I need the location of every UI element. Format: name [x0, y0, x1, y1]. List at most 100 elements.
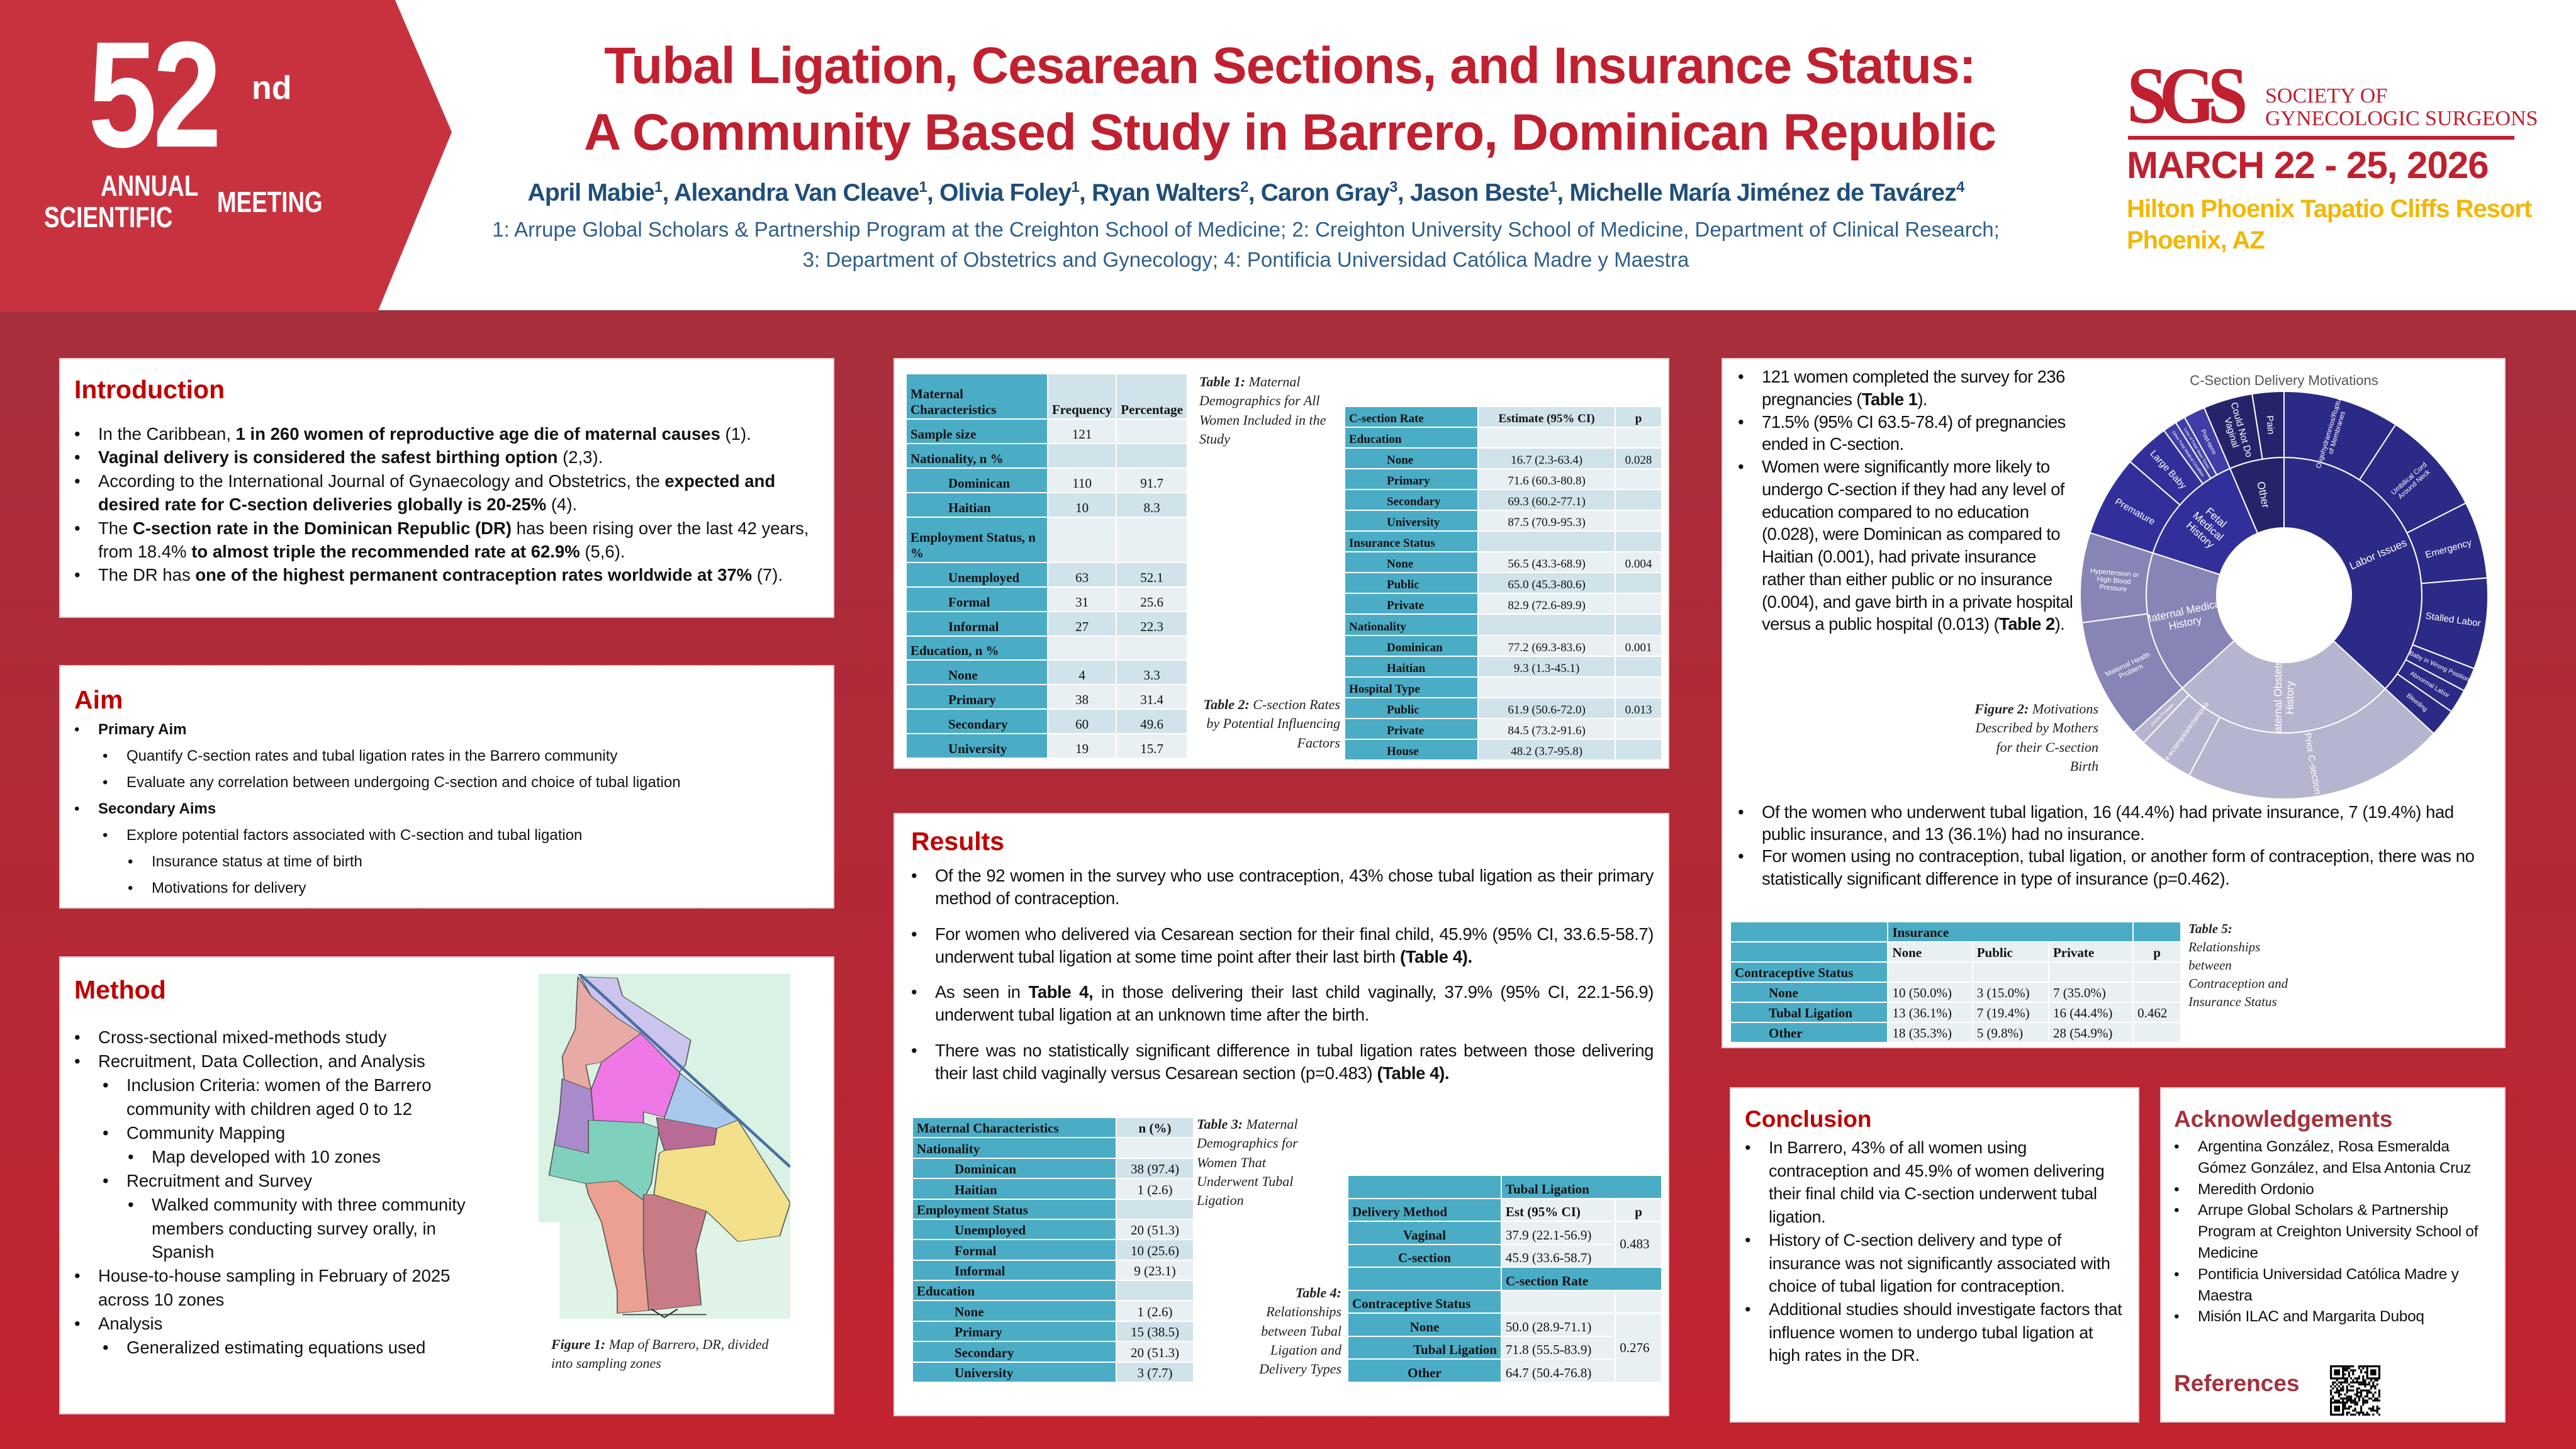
list-item-text: ).: [1917, 389, 1927, 409]
qr-module: [2368, 1383, 2370, 1385]
qr-module: [2362, 1413, 2365, 1416]
table-row: None 16.7 (2.3-63.4) 0.028: [1343, 447, 1663, 470]
table-cell: 15.7: [1116, 732, 1188, 759]
qr-module: [2342, 1385, 2344, 1388]
list-item-text: (4).: [546, 495, 578, 515]
table-header-cell: Frequency: [1046, 372, 1117, 420]
table-row: Nationality: [912, 1137, 1195, 1159]
list-item-text: Misión ILAC and Margarita Duboq: [2198, 1308, 2424, 1326]
list-item: Quantify C-section rates and tubal ligat…: [103, 743, 823, 769]
qr-finder: [2334, 1369, 2340, 1375]
qr-finder: [2370, 1369, 2377, 1375]
table-row: Informal 27 22.3: [905, 610, 1188, 637]
qr-module: [2358, 1399, 2360, 1402]
qr-module: [2332, 1396, 2334, 1398]
table-cell: 84.5 (73.2-91.6): [1477, 717, 1616, 740]
table-header-cell: [2132, 921, 2181, 943]
emphasis-text: Vaginal delivery is considered the safes…: [98, 447, 558, 467]
table-row-label: Nationality, n %: [905, 443, 1048, 469]
qr-module: [2376, 1407, 2378, 1410]
table-row-header: Contraceptive Status: [1347, 1289, 1502, 1314]
qr-module: [2342, 1389, 2344, 1392]
table-header-cell: None: [1887, 941, 1973, 963]
table4-caption-text: Relationships between Tubal Ligation and…: [1259, 1304, 1341, 1377]
table-cell: [1115, 1137, 1195, 1159]
table-cell: 45.9 (33.6-58.7): [1500, 1243, 1616, 1268]
table-cell: 0.276: [1615, 1312, 1662, 1383]
badge-scientific: SCIENTIFIC: [44, 201, 173, 233]
table-row-label: None: [1729, 982, 1889, 1003]
table-row-label: Public: [1343, 572, 1479, 595]
qr-module: [2362, 1389, 2365, 1392]
table-row-header: Delivery Method: [1347, 1197, 1502, 1222]
qr-module: [2358, 1397, 2360, 1400]
table-header-cell: C-section Rate: [1500, 1267, 1663, 1291]
table-cell: [1477, 613, 1616, 636]
table-row: Haitian 1 (2.6): [912, 1178, 1195, 1200]
table-cell: 3.3: [1116, 659, 1188, 686]
qr-module: [2348, 1397, 2350, 1400]
qr-module: [2362, 1377, 2365, 1380]
table-row: Public 65.0 (45.3-80.6): [1343, 572, 1663, 595]
table-cell: [2047, 961, 2134, 983]
qr-module: [2352, 1369, 2355, 1372]
table-row-label: Nationality: [912, 1137, 1117, 1159]
figure2-caption-text: Motivations Described by Mothers for the…: [1975, 701, 2098, 775]
map-zone: [642, 1194, 707, 1311]
table-cell: [1116, 418, 1188, 445]
qr-module: [2364, 1401, 2366, 1404]
qr-module: [2356, 1396, 2358, 1398]
qr-module: [2352, 1373, 2355, 1375]
list-item-text: Of the women who underwent tubal ligatio…: [1762, 802, 2454, 844]
qr-module: [2356, 1377, 2358, 1380]
qr-module: [2332, 1381, 2334, 1384]
emphasis-text: Secondary Aims: [98, 800, 216, 817]
list-item: Additional studies should investigate fa…: [1745, 1298, 2129, 1367]
table1-maternal-demographics: Maternal Characteristics Frequency Percent…: [905, 372, 1188, 759]
references-heading[interactable]: References: [2174, 1370, 2300, 1396]
table-cell: 38: [1046, 684, 1117, 710]
qr-module: [2376, 1397, 2378, 1400]
table-cell: 22.3: [1116, 610, 1188, 637]
qr-module: [2356, 1411, 2358, 1414]
list-item: In the Caribbean, 1 in 260 women of repr…: [74, 422, 823, 446]
table-row-label: Private: [1343, 717, 1479, 740]
qr-module: [2344, 1393, 2346, 1396]
qr-module: [2344, 1373, 2346, 1375]
qr-module: [2346, 1401, 2348, 1404]
table-header-cell: Maternal Characteristics: [905, 372, 1048, 420]
table-row: Primary 38 31.4: [905, 684, 1188, 710]
poster-title-line2: A Community Based Study in Barrero, Domi…: [584, 104, 1996, 161]
qr-module: [2366, 1393, 2368, 1396]
table-cell: [1046, 516, 1117, 564]
table-cell: 31: [1046, 586, 1117, 612]
qr-module: [2360, 1383, 2363, 1385]
table-row: Tubal Ligation 13 (36.1%) 7 (19.4%) 16 (44.…: [1729, 1002, 2181, 1023]
list-item: As seen in Table 4, in those delivering …: [911, 981, 1654, 1027]
table-row-label: Informal: [905, 610, 1048, 637]
qr-module: [2368, 1407, 2370, 1410]
references-qr-code[interactable]: [2330, 1365, 2380, 1416]
table-cell: 0.483: [1615, 1221, 1662, 1268]
list-item-text: Recruitment and Survey: [126, 1170, 312, 1190]
table-row-label: Sample size: [905, 418, 1048, 445]
qr-module: [2348, 1375, 2350, 1378]
author-name: Michelle María Jiménez de Tavárez: [1569, 179, 1956, 206]
chart-label-line: History: [2284, 681, 2296, 714]
qr-module: [2350, 1385, 2353, 1388]
qr-module: [2344, 1397, 2346, 1400]
chart-label-line: Maternal Obstetric: [2272, 654, 2284, 741]
table-row: University 3 (7.7): [912, 1361, 1195, 1383]
table-header-row: C-section Rate Estimate (95% CI) p: [1343, 405, 1663, 428]
list-item-text: Generalized estimating equations used: [126, 1338, 426, 1358]
table4-caption-label: Table 4:: [1295, 1285, 1341, 1301]
list-item: Insurance status at time of birth: [128, 849, 823, 875]
list-item: 121 women completed the survey for 236 p…: [1738, 366, 2075, 411]
list-item-text: In Barrero, 43% of all women using contr…: [1769, 1138, 2105, 1227]
table4-caption: Table 4: Relationships between Tubal Lig…: [1233, 1284, 1341, 1379]
qr-module: [2362, 1365, 2365, 1368]
table-cell: [1614, 572, 1663, 595]
author-name: Olivia Foley: [939, 179, 1072, 206]
table-cell: 0.462: [2132, 1002, 2181, 1023]
list-item-text: Evaluate any correlation between undergo…: [126, 774, 681, 791]
